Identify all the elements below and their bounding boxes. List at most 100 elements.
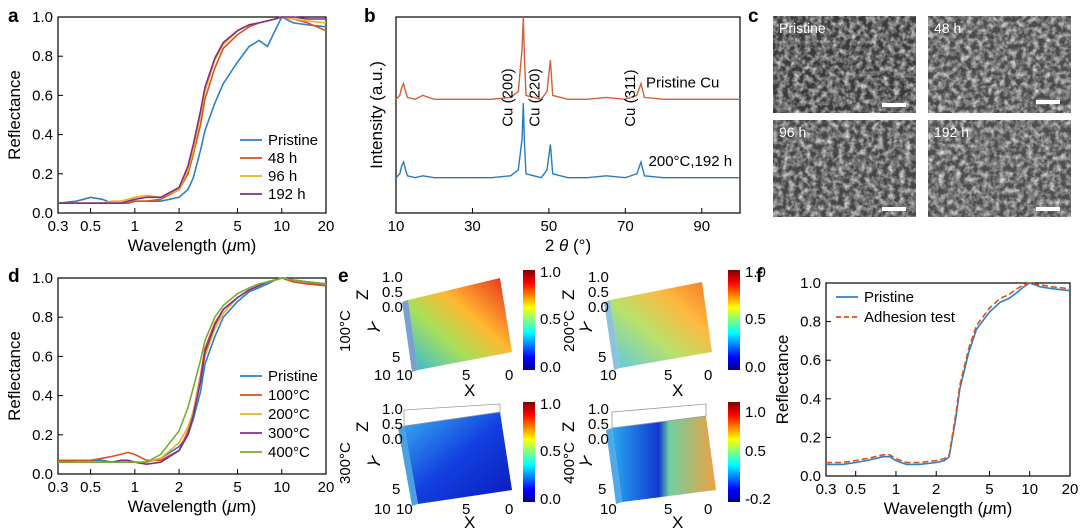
y-tick-label: 0.2 (32, 427, 53, 444)
x-axis-label: Wavelength (μm) (128, 497, 257, 516)
x-tick-label: 5 (985, 481, 993, 498)
plot-frame (57, 16, 327, 214)
y-tick-label: 0.0 (800, 468, 821, 485)
panel-e-surface-maps: 1.0 0.5 0.0 Z 100°C Y 5 10 10 5 0 X 1.0 … (337, 264, 771, 530)
colorbar-tick: -0.2 (745, 491, 771, 508)
y-tick-label: 1.0 (32, 270, 53, 287)
sem-image-192h: 192 h (928, 120, 1071, 217)
legend-label: 100°C (268, 387, 310, 404)
x-tick-label: 10 (273, 479, 290, 496)
y-tick-label: 0.8 (32, 48, 53, 65)
x-axis-label: X (672, 513, 683, 530)
series-line (395, 16, 740, 101)
x-tick-label: 10 (388, 218, 405, 235)
x-tick-label: 0.5 (845, 481, 866, 498)
surface-map-100c: 1.0 0.5 0.0 Z 100°C Y 5 10 10 5 0 X 1.0 … (337, 264, 561, 400)
colorbar-tick: 1.0 (540, 264, 561, 281)
x-tick-label: 70 (617, 218, 634, 235)
chart-d: 0.3 0.5 1 2 5 10 20 0.0 0.2 0.4 0.6 0.8 1.0 Wavelengt… (5, 270, 334, 516)
scale-bar (882, 103, 906, 107)
z-axis-label: Z (559, 290, 578, 300)
sem-image-48h: 48 h (928, 16, 1071, 113)
colorbar-tick: 1.0 (745, 264, 766, 281)
y-tick-label: 0.4 (800, 391, 821, 408)
chart-a: 0.3 0.5 1 2 5 10 20 0.0 0.2 0.4 0.6 0.8 1.0 Wavelengt… (5, 9, 334, 255)
x-tick: 10 (600, 367, 617, 384)
z-axis-label: Z (353, 422, 372, 432)
x-tick: 0 (704, 367, 712, 384)
scale-bar (1036, 100, 1060, 104)
colorbar-tick: 1.0 (540, 396, 561, 413)
panel-letter-a: a (8, 6, 19, 27)
x-tick-label: 10 (273, 218, 290, 235)
x-axis-label: X (672, 381, 683, 400)
z-tick: 1.0 (588, 269, 609, 286)
surface-patch (408, 278, 512, 370)
x-axis-label: 2 θ (°) (545, 236, 591, 255)
z-tick: 1.0 (588, 401, 609, 418)
x-tick-label: 50 (541, 218, 558, 235)
colorbar-tick: 1.0 (745, 404, 766, 421)
panel-letter-e: e (338, 266, 349, 287)
colorbar-tick: 0.0 (745, 359, 766, 376)
temperature-label: 200°C (561, 310, 578, 352)
chart-b: 10 30 50 70 90 2 θ (°) Intensity (a.u.) Pristin… (367, 16, 741, 255)
z-tick: 1.0 (382, 401, 403, 418)
z-axis-label: Z (559, 422, 578, 432)
series-label: Pristine Cu (646, 75, 719, 92)
panel-letter-d: d (8, 266, 20, 287)
panel-letter-b: b (364, 6, 376, 27)
x-tick: 0 (505, 501, 513, 518)
y-axis-label: Reflectance (773, 335, 792, 425)
legend-label: 200°C (268, 406, 310, 423)
legend-label: Adhesion test (864, 309, 956, 326)
sem-image-pristine: Pristine (773, 16, 916, 113)
legend-label: Pristine (268, 368, 318, 385)
series-line (58, 277, 327, 463)
series-line (395, 103, 740, 179)
x-tick-label: 1 (131, 218, 139, 235)
sem-image-96h: 96 h (773, 120, 916, 217)
colorbar-tick: 0.0 (540, 359, 561, 376)
y-tick-label: 0.6 (32, 87, 53, 104)
x-axis-label: Wavelength (μm) (884, 499, 1013, 518)
y-tick-label: 0.4 (32, 388, 53, 405)
x-tick-label: 2 (932, 481, 940, 498)
panel-letter-f: f (756, 266, 763, 287)
x-tick: 10 (396, 367, 413, 384)
y-tick-label: 1.0 (800, 275, 821, 292)
panel-letter-c: c (748, 6, 759, 27)
x-tick-label: 0.3 (48, 479, 69, 496)
z-tick: 0.5 (588, 416, 609, 433)
z-tick: 0.0 (588, 299, 609, 316)
series-line (58, 16, 326, 204)
z-tick: 0.0 (588, 431, 609, 448)
x-tick-label: 10 (1021, 481, 1038, 498)
panel-c-micrographs: Pristine 48 h 96 h 192 h (773, 16, 1071, 217)
y-tick: 10 (374, 501, 391, 518)
scale-bar (1036, 207, 1060, 211)
sem-label-pristine: Pristine (779, 20, 826, 36)
y-tick-label: 0.4 (32, 127, 53, 144)
plot-frame (395, 16, 741, 214)
x-tick-label: 0.5 (80, 218, 101, 235)
y-tick-label: 0.6 (800, 352, 821, 369)
colorbar (523, 270, 535, 370)
series-label: 200°C,192 h (649, 153, 733, 170)
series-line (826, 282, 1071, 464)
x-tick-label: 2 (175, 479, 183, 496)
y-axis-label: Reflectance (5, 70, 24, 160)
peak-annotation: Cu (311) (622, 70, 639, 127)
y-tick-label: 1.0 (32, 9, 53, 26)
z-tick: 0.5 (382, 416, 403, 433)
y-tick: 5 (392, 349, 400, 366)
x-axis-label: Wavelength (μm) (128, 236, 257, 255)
x-tick: 0 (704, 501, 712, 518)
x-tick-label: 2 (175, 218, 183, 235)
surface-patch (404, 412, 512, 504)
scale-bar (882, 207, 906, 211)
temperature-label: 300°C (337, 442, 354, 484)
y-tick: 5 (598, 349, 606, 366)
surface-map-200c: 1.0 0.5 0.0 Z 200°C Y 5 10 5 0 X 1.0 0.5… (559, 264, 766, 400)
